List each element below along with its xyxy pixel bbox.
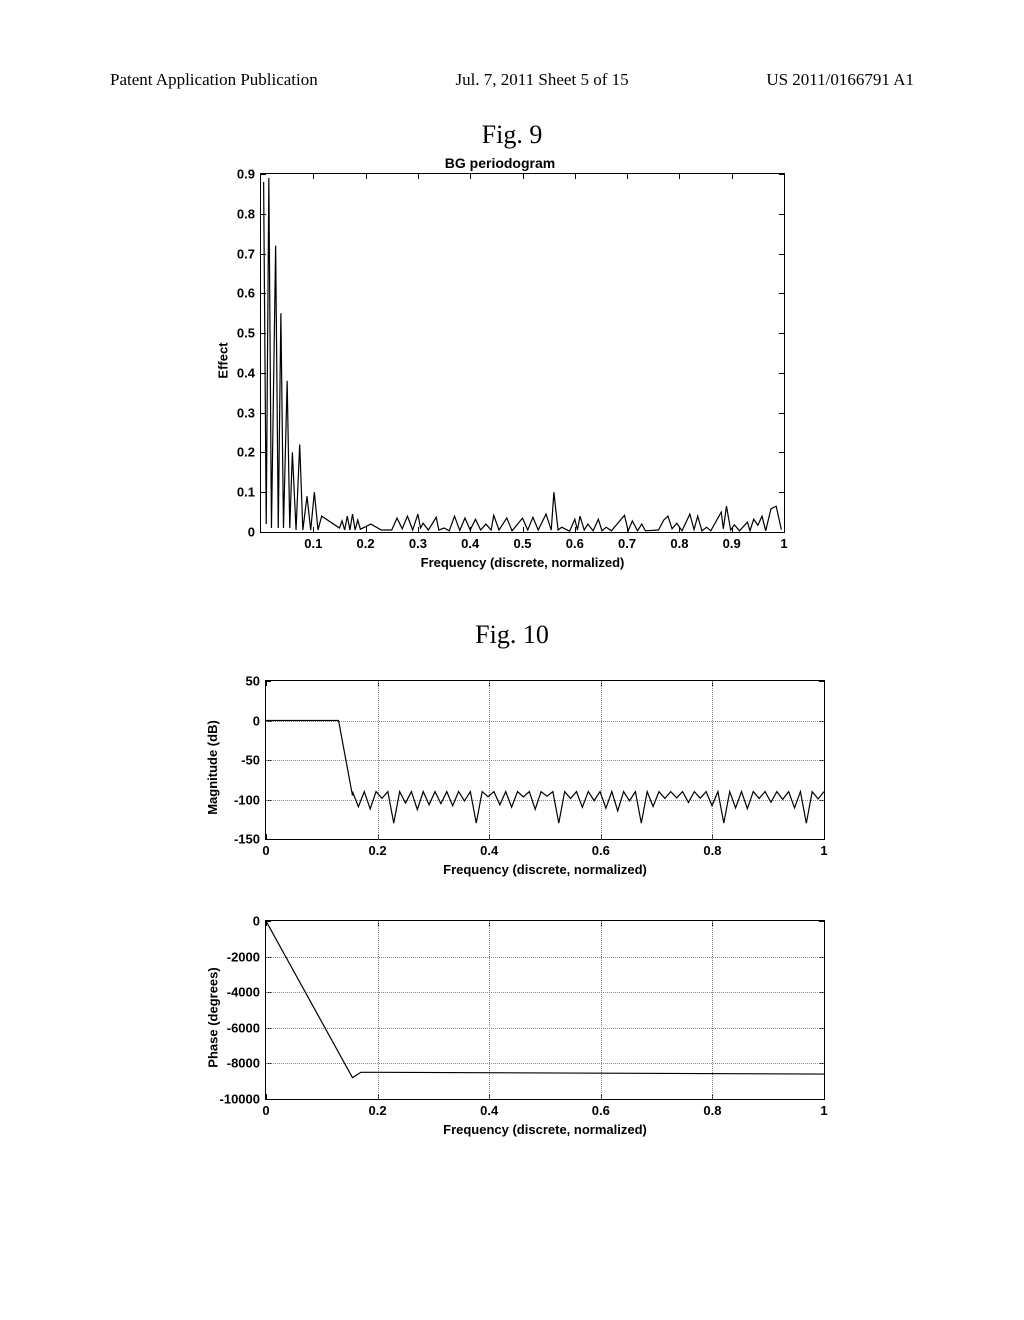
page-header: Patent Application Publication Jul. 7, 2…: [0, 70, 1024, 90]
tick-label: 0.5: [513, 532, 531, 551]
tick-label: 0.8: [703, 839, 721, 858]
figure-9-ylabel: Effect: [216, 342, 231, 378]
tick-label: 0.7: [618, 532, 636, 551]
figure-10-mag-plot-area: 00.20.40.60.81-150-100-50050: [265, 680, 825, 840]
header-right: US 2011/0166791 A1: [766, 70, 914, 90]
tick-label: 1: [780, 532, 787, 551]
tick-label: 1: [820, 1099, 827, 1118]
tick-label: 0.4: [480, 1099, 498, 1118]
figure-10-phase-ylabel: Phase (degrees): [206, 967, 221, 1067]
header-left: Patent Application Publication: [110, 70, 318, 90]
tick-label: 0: [248, 525, 261, 540]
figure-9-chart: BG periodogram Effect 0.10.20.30.40.50.6…: [215, 155, 785, 585]
header-center: Jul. 7, 2011 Sheet 5 of 15: [455, 70, 628, 90]
tick-label: 0.8: [670, 532, 688, 551]
tick-label: -100: [234, 792, 266, 807]
tick-label: 0.9: [723, 532, 741, 551]
tick-label: 0.8: [703, 1099, 721, 1118]
figure-10-phase-plot-area: 00.20.40.60.81-10000-8000-6000-4000-2000…: [265, 920, 825, 1100]
tick-label: 0.3: [409, 532, 427, 551]
tick-label: 0.2: [237, 445, 261, 460]
tick-label: 0.2: [357, 532, 375, 551]
tick-label: -8000: [227, 1056, 266, 1071]
tick-label: 0.6: [566, 532, 584, 551]
figure-10-mag-ylabel: Magnitude (dB): [205, 720, 220, 815]
figure-10-mag-xlabel: Frequency (discrete, normalized): [265, 862, 825, 877]
figure-10-phase-chart: Phase (degrees) 00.20.40.60.81-10000-800…: [195, 920, 825, 1150]
figure-9-xlabel: Frequency (discrete, normalized): [260, 555, 785, 570]
tick-label: 0.4: [461, 532, 479, 551]
tick-label: 0: [253, 713, 266, 728]
tick-label: -150: [234, 832, 266, 847]
tick-label: -50: [241, 753, 266, 768]
tick-label: 1: [820, 839, 827, 858]
figure-9-title: BG periodogram: [215, 155, 785, 171]
tick-label: 0.4: [480, 839, 498, 858]
tick-label: 0.2: [369, 1099, 387, 1118]
tick-label: 0.3: [237, 405, 261, 420]
figure-9-plot-area: 0.10.20.30.40.50.60.70.80.9100.10.20.30.…: [260, 173, 785, 533]
tick-label: -2000: [227, 949, 266, 964]
tick-label: -6000: [227, 1020, 266, 1035]
figure-10-label: Fig. 10: [0, 620, 1024, 650]
tick-label: 0.4: [237, 365, 261, 380]
tick-label: 0.5: [237, 326, 261, 341]
figure-9-label: Fig. 9: [0, 120, 1024, 150]
tick-label: 0.6: [237, 286, 261, 301]
tick-label: 0.6: [592, 1099, 610, 1118]
tick-label: 0: [253, 914, 266, 929]
tick-label: 0.8: [237, 206, 261, 221]
tick-label: -4000: [227, 985, 266, 1000]
figure-10-magnitude-chart: Magnitude (dB) 00.20.40.60.81-150-100-50…: [195, 680, 825, 890]
tick-label: 50: [246, 674, 266, 689]
tick-label: 0.1: [237, 485, 261, 500]
tick-label: 0.2: [369, 839, 387, 858]
tick-label: 0.6: [592, 839, 610, 858]
figure-10-phase-xlabel: Frequency (discrete, normalized): [265, 1122, 825, 1137]
tick-label: -10000: [220, 1092, 266, 1107]
tick-label: 0.9: [237, 167, 261, 182]
tick-label: 0.1: [304, 532, 322, 551]
tick-label: 0.7: [237, 246, 261, 261]
